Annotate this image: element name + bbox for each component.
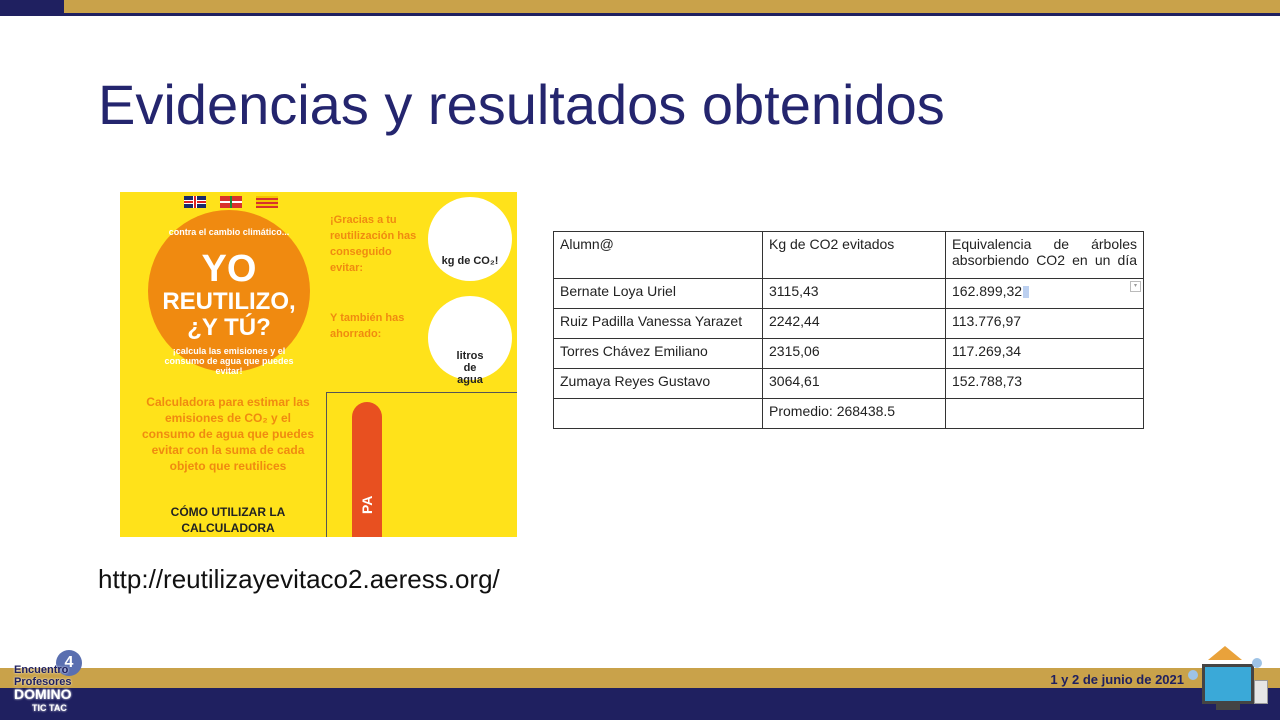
uk-flag-icon	[184, 196, 206, 208]
poster-circle-note: ¡calcula las emisiones y el consumo de a…	[164, 346, 294, 376]
table-cell: 3115,43	[762, 278, 946, 309]
table-row: Torres Chávez Emiliano 2315,06 117.269,3…	[553, 338, 1144, 369]
calculator-poster-image: contra el cambio climático... YO REUTILI…	[120, 192, 517, 537]
poster-circle-reutilizo: REUTILIZO,	[162, 288, 296, 315]
text-cursor-highlight	[1023, 286, 1030, 299]
table-cell: Ruiz Padilla Vanessa Yarazet	[553, 308, 763, 339]
water-label: litros de agua	[456, 350, 484, 386]
table-row: Ruiz Padilla Vanessa Yarazet 2242,44 113…	[553, 308, 1144, 339]
header-kg-co2: Kg de CO2 evitados	[762, 231, 946, 279]
table-cell: Torres Chávez Emiliano	[553, 338, 763, 369]
table-cell-promedio: Promedio: 268438.5	[762, 398, 946, 429]
poster-main-circle: contra el cambio climático... YO REUTILI…	[148, 210, 310, 376]
table-cell-text: 162.899,32	[952, 283, 1023, 299]
poster-howto: CÓMO UTILIZAR LA CALCULADORA	[170, 505, 286, 535]
source-url: http://reutilizayevitaco2.aeress.org/	[98, 564, 500, 594]
header-equivalencia: Equivalencia de árboles absorbiendo CO2 …	[945, 231, 1144, 279]
table-cell: 152.788,73	[945, 368, 1144, 399]
screen-shape	[1202, 664, 1254, 704]
table-row: Promedio: 268438.5	[553, 398, 1144, 429]
logo-badge: 4	[56, 650, 82, 676]
table-cell: 2242,44	[762, 308, 946, 339]
logo-line-encuentro: Encuentro	[14, 664, 69, 676]
event-logo: 4 Encuentro Profesores DOMINO TIC TAC	[14, 650, 92, 716]
header-alumno: Alumn@	[553, 231, 763, 279]
poster-thermometer	[352, 402, 382, 537]
event-date: 1 y 2 de junio de 2021	[1050, 672, 1184, 687]
logo-line-tictac: TIC TAC	[32, 703, 67, 713]
table-cell: 117.269,34	[945, 338, 1144, 369]
table-header-row: Alumn@ Kg de CO2 evitados Equivalencia d…	[553, 231, 1144, 279]
table-cell: 3064,61	[762, 368, 946, 399]
stand-shape	[1216, 702, 1240, 710]
top-bar-accent	[64, 0, 1280, 13]
bottom-bar	[0, 688, 1280, 720]
co2-label: kg de CO₂!	[441, 255, 499, 267]
poster-text-ahorrado: Y también has ahorrado:	[330, 312, 405, 340]
catalan-flag-icon	[256, 196, 278, 208]
table-cell-selected[interactable]: 162.899,32 ▾	[945, 278, 1144, 309]
results-table: Alumn@ Kg de CO2 evitados Equivalencia d…	[553, 231, 1144, 429]
table-cell: 113.776,97	[945, 308, 1144, 339]
decor-bar	[1254, 680, 1268, 704]
poster-box	[326, 392, 517, 537]
table-cell	[553, 398, 763, 429]
slide-title: Evidencias y resultados obtenidos	[98, 73, 945, 136]
table-cell: Bernate Loya Uriel	[553, 278, 763, 309]
poster-circle-y-tu: ¿Y TÚ?	[187, 314, 271, 341]
table-cell: Zumaya Reyes Gustavo	[553, 368, 763, 399]
table-row: Bernate Loya Uriel 3115,43 162.899,32 ▾	[553, 278, 1144, 309]
roof-shape	[1208, 646, 1242, 660]
decor-dot	[1252, 658, 1262, 668]
table-cell	[945, 398, 1144, 429]
cell-dropdown-icon[interactable]: ▾	[1130, 281, 1141, 292]
classroom-illustration-icon	[1186, 644, 1270, 718]
basque-flag-icon	[220, 196, 242, 208]
poster-calculator-text: Calculadora para estimar las emisiones d…	[141, 395, 315, 473]
poster-circle-yo: YO	[201, 248, 257, 290]
logo-line-domino: DOMINO	[14, 686, 72, 702]
water-result-circle: litros de agua	[428, 296, 512, 386]
table-row: Zumaya Reyes Gustavo 3064,61 152.788,73	[553, 368, 1144, 399]
poster-circle-subtitle: contra el cambio climático...	[168, 227, 290, 237]
logo-line-profesores: Profesores	[14, 676, 72, 688]
bottom-bar-accent	[0, 668, 1280, 688]
poster-thermometer-label: PA	[359, 495, 375, 514]
table-cell: 2315,06	[762, 338, 946, 369]
poster-text-gracias: ¡Gracias a tu reutilización has consegui…	[330, 214, 417, 274]
language-flags	[184, 196, 278, 208]
decor-dot	[1188, 670, 1198, 680]
co2-result-circle: kg de CO₂!	[428, 197, 512, 281]
